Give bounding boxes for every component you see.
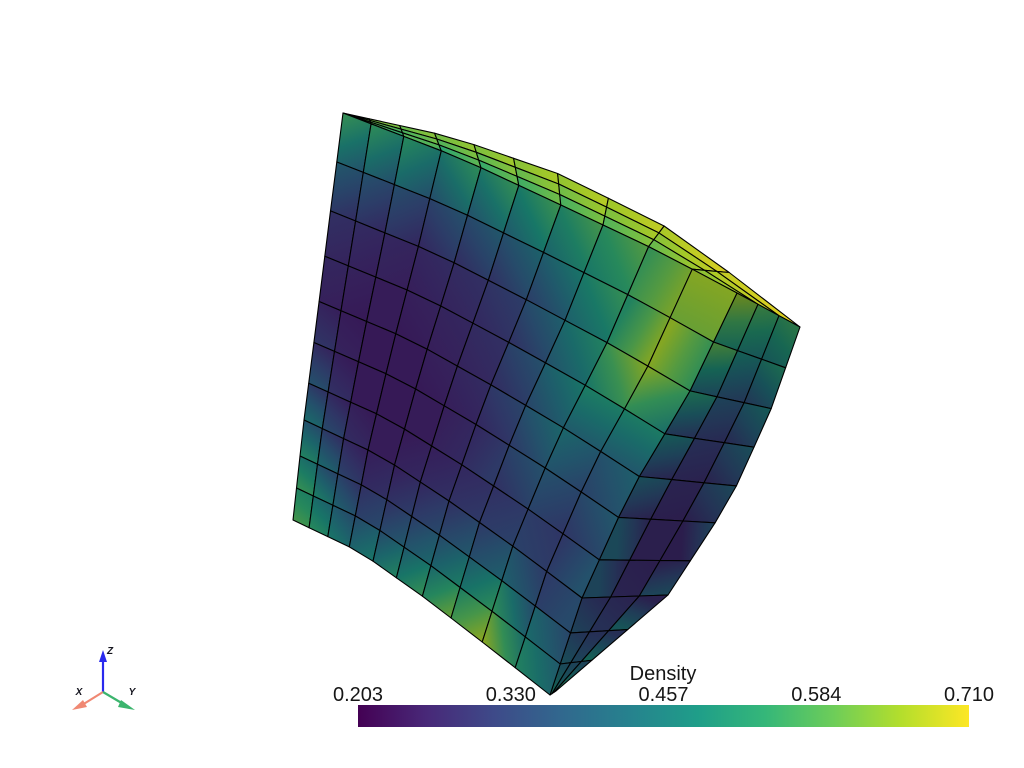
mesh-front-face <box>292 112 738 696</box>
mesh-cell <box>553 659 593 693</box>
colorbar-tick-4: 0.710 <box>944 684 994 706</box>
x-axis-arrow <box>81 691 104 706</box>
colorbar-tick-3: 0.584 <box>791 684 841 706</box>
colorbar-title: Density <box>630 663 697 685</box>
x-axis-label: X <box>75 687 84 698</box>
colorbar-tick-0: 0.203 <box>333 684 383 706</box>
colorbar[interactable]: Density 0.203 0.330 0.457 0.584 0.710 <box>333 663 994 727</box>
colorbar-gradient-bar <box>358 705 969 727</box>
y-axis-arrowhead <box>118 700 135 710</box>
mesh-cell <box>514 636 561 696</box>
mesh-right-face <box>549 292 801 696</box>
orientation-axes-widget: Z X Y <box>72 646 137 710</box>
z-axis-arrowhead <box>99 650 107 662</box>
z-axis-label: Z <box>106 646 114 657</box>
y-axis-label: Y <box>129 687 137 698</box>
x-axis-arrowhead <box>72 700 87 710</box>
colorbar-tick-2: 0.457 <box>638 684 688 706</box>
colorbar-tick-1: 0.330 <box>486 684 536 706</box>
